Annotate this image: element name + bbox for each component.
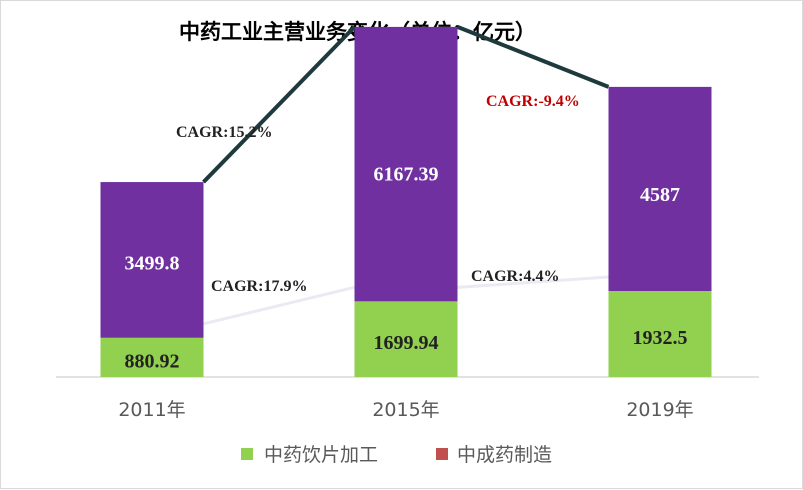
cagr-annotations: CAGR:15.2% CAGR:-9.4% CAGR:17.9% CAGR:4.4% <box>176 93 580 295</box>
legend-label: 中药饮片加工 <box>264 444 378 466</box>
bar-segment-0-2 <box>608 291 712 377</box>
x-axis-tick-labels: 2011年 2015年 2019年 <box>118 399 693 421</box>
cagr-connector-line <box>457 275 609 289</box>
legend-marker <box>436 448 448 460</box>
bar-value-label: 3499.8 <box>125 252 180 274</box>
cagr-connector-line <box>202 25 356 184</box>
bar-segment-0-0 <box>100 337 204 377</box>
cagr-connector-line <box>456 25 610 89</box>
bar-segment-1-0 <box>100 182 204 338</box>
cagr-label: CAGR:4.4% <box>471 268 559 285</box>
cagr-label: CAGR:17.9% <box>211 278 307 295</box>
cagr-connector-lines <box>202 25 610 326</box>
x-tick-label: 2011年 <box>118 399 185 421</box>
cagr-label: CAGR:15.2% <box>176 124 272 141</box>
legend: 中药饮片加工 中成药制造 <box>241 444 552 466</box>
bar-value-label: 4587 <box>640 184 680 206</box>
bar-value-labels: 880.92 3499.8 1699.94 6167.39 1932.5 4587 <box>125 164 688 373</box>
cagr-connector-line <box>203 285 355 326</box>
bar-value-label: 880.92 <box>125 350 180 372</box>
bar-segment-1-2 <box>608 86 712 292</box>
legend-label: 中成药制造 <box>457 444 552 466</box>
bar-segment-0-1 <box>354 301 458 377</box>
bar-value-label: 1699.94 <box>374 332 439 354</box>
bar-segment-1-1 <box>354 26 458 302</box>
x-tick-label: 2019年 <box>626 399 693 421</box>
legend-marker <box>241 448 253 460</box>
x-tick-label: 2015年 <box>372 399 439 421</box>
cagr-label: CAGR:-9.4% <box>486 93 580 110</box>
bar-value-label: 1932.5 <box>633 327 688 349</box>
bar-group <box>100 26 712 377</box>
bar-value-label: 6167.39 <box>374 164 439 186</box>
